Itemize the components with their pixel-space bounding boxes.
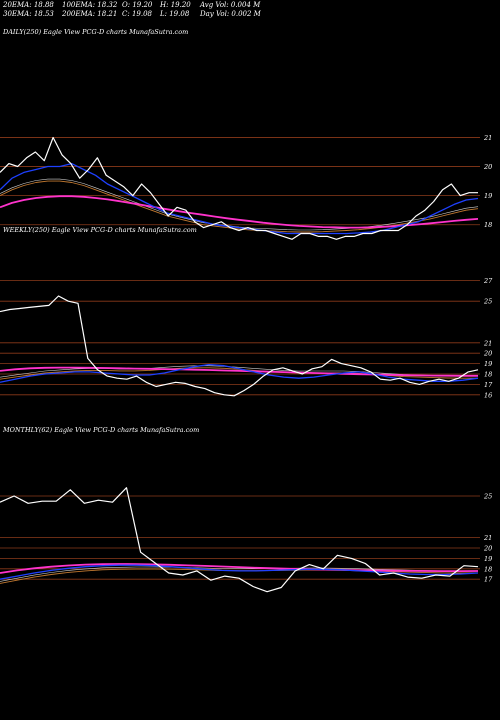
ema_long-line <box>0 563 479 574</box>
stat-close: C: 19.08 <box>122 10 152 18</box>
y-tick-label: 17 <box>484 381 493 389</box>
y-tick-label: 16 <box>484 391 492 399</box>
y-tick-label: 18 <box>484 221 492 229</box>
y-tick-label: 21 <box>483 534 492 542</box>
ema_short-line <box>0 564 479 580</box>
y-tick-label: 25 <box>483 493 492 501</box>
price-line <box>0 295 479 397</box>
ema_long-line <box>0 366 478 377</box>
y-tick-label: 17 <box>484 576 493 584</box>
stat-20ema: 20EMA: 18.88 <box>3 1 54 9</box>
price-line <box>0 487 479 593</box>
y-tick-label: 19 <box>484 192 492 200</box>
stat-avg-vol: Avg Vol: 0.004 M <box>200 1 261 9</box>
y-tick-label: 18 <box>484 565 492 573</box>
panel-title: DAILY(250) Eagle View PCG-D charts Munaf… <box>2 28 188 36</box>
ema-grey-line <box>0 178 479 231</box>
y-tick-label: 25 <box>483 298 492 306</box>
ema_short-line <box>0 162 479 235</box>
ema_long-line <box>0 195 479 229</box>
y-tick-label: 19 <box>484 360 492 368</box>
stat-30ema: 30EMA: 18.53 <box>3 10 54 18</box>
stat-low: L: 19.08 <box>160 10 190 18</box>
stat-day-vol: Day Vol: 0.002 M <box>200 10 261 18</box>
y-tick-label: 21 <box>483 339 492 347</box>
stat-100ema: 100EMA: 18.32 <box>62 1 118 9</box>
panel-title: WEEKLY(250) Eagle View PCG-D charts Muna… <box>3 226 197 234</box>
y-tick-label: 20 <box>483 545 492 553</box>
stats-header: 20EMA: 18.88 100EMA: 18.32 O: 19.20 H: 1… <box>0 0 500 28</box>
y-tick-label: 27 <box>483 277 493 285</box>
y-tick-label: 20 <box>483 163 492 171</box>
y-tick-label: 18 <box>484 371 492 379</box>
stat-200ema: 200EMA: 18.21 <box>62 10 118 18</box>
panel-title: MONTHLY(62) Eagle View PCG-D charts Muna… <box>2 426 199 434</box>
price-line <box>0 136 478 240</box>
stat-high: H: 19.20 <box>160 1 191 9</box>
ema_mid-line <box>0 367 478 380</box>
stat-open: O: 19.20 <box>122 1 153 9</box>
y-tick-label: 20 <box>483 350 492 358</box>
y-tick-label: 19 <box>484 555 492 563</box>
y-tick-label: 21 <box>483 134 492 142</box>
ema_mid-line <box>0 180 479 233</box>
